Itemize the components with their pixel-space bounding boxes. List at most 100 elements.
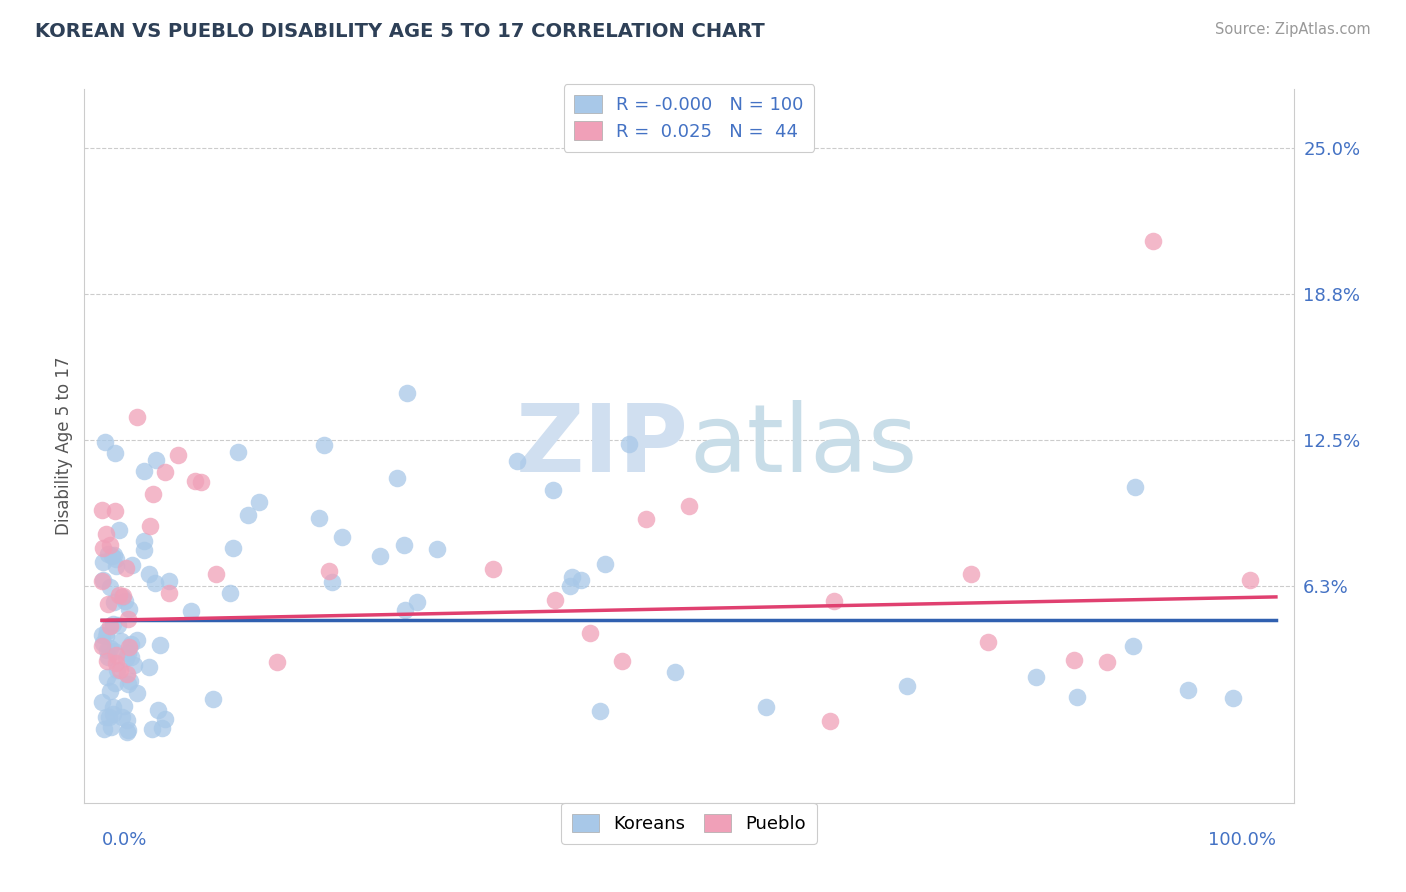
Point <box>134 533 156 548</box>
Point <box>138 519 160 533</box>
Point <box>959 567 981 582</box>
Point <box>138 566 160 581</box>
Point <box>664 665 686 679</box>
Point <box>111 590 134 604</box>
Point <box>98 538 121 552</box>
Point <box>134 543 156 558</box>
Point <box>100 619 122 633</box>
Point <box>544 593 567 607</box>
Point <box>190 475 212 489</box>
Point <box>125 686 148 700</box>
Point <box>117 612 139 626</box>
Point <box>91 573 114 587</box>
Point <box>561 570 583 584</box>
Point <box>205 567 228 582</box>
Point <box>593 557 616 571</box>
Point <box>1025 670 1047 684</box>
Point <box>146 703 169 717</box>
Point <box>105 664 128 678</box>
Point <box>91 541 114 556</box>
Point <box>180 604 202 618</box>
Point <box>115 666 138 681</box>
Text: 100.0%: 100.0% <box>1208 830 1275 849</box>
Point <box>117 647 139 661</box>
Point <box>108 523 131 537</box>
Point <box>125 632 148 647</box>
Point <box>117 676 139 690</box>
Point <box>117 602 139 616</box>
Y-axis label: Disability Age 5 to 17: Disability Age 5 to 17 <box>55 357 73 535</box>
Point <box>118 640 141 654</box>
Point <box>105 657 128 671</box>
Point <box>184 474 207 488</box>
Point <box>266 655 288 669</box>
Point <box>91 695 114 709</box>
Point <box>247 494 270 508</box>
Point <box>1066 690 1088 704</box>
Point <box>120 674 142 689</box>
Point <box>97 597 120 611</box>
Point <box>142 487 165 501</box>
Point <box>612 654 634 668</box>
Point <box>396 386 419 401</box>
Point <box>108 588 131 602</box>
Point <box>120 650 142 665</box>
Point <box>127 409 149 424</box>
Point <box>97 547 120 561</box>
Point <box>482 562 505 576</box>
Point <box>541 483 564 497</box>
Point <box>114 593 136 607</box>
Point <box>112 699 135 714</box>
Point <box>157 574 180 588</box>
Point <box>103 594 125 608</box>
Point <box>896 679 918 693</box>
Point <box>1177 683 1199 698</box>
Point <box>318 564 340 578</box>
Text: KOREAN VS PUEBLO DISABILITY AGE 5 TO 17 CORRELATION CHART: KOREAN VS PUEBLO DISABILITY AGE 5 TO 17 … <box>35 22 765 41</box>
Point <box>321 574 343 589</box>
Point <box>755 699 778 714</box>
Point <box>1122 640 1144 654</box>
Point <box>100 580 122 594</box>
Point <box>103 707 125 722</box>
Point <box>93 635 115 649</box>
Point <box>619 436 641 450</box>
Point <box>558 579 581 593</box>
Point <box>104 675 127 690</box>
Point <box>103 446 125 460</box>
Point <box>308 511 330 525</box>
Point <box>977 634 1000 648</box>
Point <box>94 527 117 541</box>
Point <box>115 651 138 665</box>
Point <box>91 639 114 653</box>
Point <box>1095 655 1118 669</box>
Point <box>107 617 129 632</box>
Point <box>387 470 409 484</box>
Point <box>634 512 657 526</box>
Point <box>166 449 188 463</box>
Point <box>101 549 124 563</box>
Point <box>104 503 127 517</box>
Point <box>91 628 114 642</box>
Point <box>226 445 249 459</box>
Text: 0.0%: 0.0% <box>103 830 148 849</box>
Point <box>91 503 114 517</box>
Point <box>115 561 138 575</box>
Point <box>823 594 845 608</box>
Point <box>312 438 335 452</box>
Point <box>219 586 242 600</box>
Point <box>141 723 163 737</box>
Point <box>93 435 115 450</box>
Point <box>111 589 134 603</box>
Point <box>108 663 131 677</box>
Point <box>105 648 128 662</box>
Point <box>94 710 117 724</box>
Point <box>1063 653 1085 667</box>
Point <box>104 558 127 573</box>
Point <box>1239 574 1261 588</box>
Point <box>96 654 118 668</box>
Point <box>115 724 138 739</box>
Point <box>406 595 429 609</box>
Point <box>145 453 167 467</box>
Point <box>818 714 841 728</box>
